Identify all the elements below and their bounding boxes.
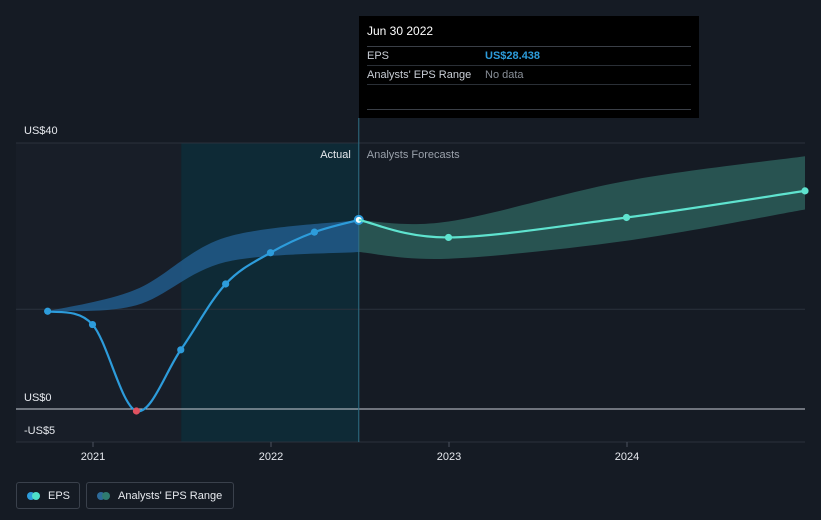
eps-point bbox=[132, 407, 141, 415]
forecast-point bbox=[444, 233, 453, 242]
legend-eps-label: EPS bbox=[48, 489, 71, 502]
x-tick-label: 2023 bbox=[437, 451, 461, 463]
tooltip-row-eps: EPS US$28.438 bbox=[367, 47, 691, 66]
x-tick-label: 2022 bbox=[259, 451, 283, 463]
tooltip-eps-value: US$28.438 bbox=[485, 50, 541, 62]
legend-range-button[interactable]: Analysts' EPS Range bbox=[86, 482, 234, 509]
tooltip-footer-divider bbox=[367, 109, 691, 110]
tooltip-eps-label: EPS bbox=[367, 50, 390, 62]
forecast-point bbox=[801, 187, 809, 195]
eps-point bbox=[310, 228, 319, 236]
eps-point bbox=[44, 307, 52, 315]
eps-legend-icon bbox=[27, 491, 40, 500]
y-axis-label: US$40 bbox=[24, 125, 58, 137]
forecast-point bbox=[622, 213, 631, 222]
actual-band bbox=[181, 143, 359, 442]
eps-range-past bbox=[47, 220, 359, 312]
y-axis-label: US$0 bbox=[24, 392, 52, 404]
tooltip-range-label: Analysts' EPS Range bbox=[367, 69, 472, 81]
x-tick-label: 2021 bbox=[81, 451, 105, 463]
x-tick-label: 2024 bbox=[615, 451, 639, 463]
tooltip-date: Jun 30 2022 bbox=[367, 24, 691, 47]
eps-range-forecast bbox=[358, 156, 805, 260]
eps-point bbox=[266, 249, 275, 257]
range-legend-icon bbox=[97, 491, 110, 500]
forecast-line bbox=[358, 189, 806, 239]
y-axis-label: -US$5 bbox=[24, 425, 55, 437]
eps-point bbox=[88, 320, 97, 329]
eps-line bbox=[47, 218, 360, 413]
legend-range-label: Analysts' EPS Range bbox=[118, 489, 223, 502]
forecast-label: Analysts Forecasts bbox=[367, 149, 460, 161]
actual-label: Actual bbox=[320, 149, 351, 161]
legend-eps-button[interactable]: EPS bbox=[16, 482, 80, 509]
tooltip-range-value: No data bbox=[485, 69, 524, 81]
tooltip: Jun 30 2022 EPS US$28.438 Analysts' EPS … bbox=[359, 16, 699, 118]
eps-point bbox=[177, 346, 185, 354]
tooltip-row-range: Analysts' EPS Range No data bbox=[367, 66, 691, 85]
eps-point bbox=[222, 280, 230, 288]
